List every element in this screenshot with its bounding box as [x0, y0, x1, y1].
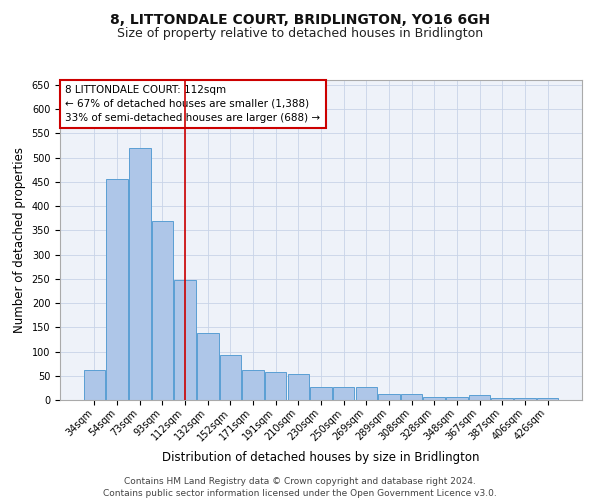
Y-axis label: Number of detached properties: Number of detached properties — [13, 147, 26, 333]
X-axis label: Distribution of detached houses by size in Bridlington: Distribution of detached houses by size … — [162, 451, 480, 464]
Bar — [106, 180, 128, 400]
Bar — [220, 356, 241, 400]
Bar — [356, 388, 377, 400]
Bar — [242, 370, 264, 400]
Bar — [401, 394, 422, 400]
Bar — [84, 370, 105, 400]
Bar — [265, 372, 286, 400]
Text: 8 LITTONDALE COURT: 112sqm
← 67% of detached houses are smaller (1,388)
33% of s: 8 LITTONDALE COURT: 112sqm ← 67% of deta… — [65, 85, 320, 123]
Bar — [152, 220, 173, 400]
Bar — [310, 388, 332, 400]
Bar — [129, 148, 151, 400]
Bar — [378, 394, 400, 400]
Text: Contains HM Land Registry data © Crown copyright and database right 2024.
Contai: Contains HM Land Registry data © Crown c… — [103, 476, 497, 498]
Bar — [514, 398, 536, 400]
Bar — [287, 374, 309, 400]
Bar — [446, 396, 467, 400]
Text: Size of property relative to detached houses in Bridlington: Size of property relative to detached ho… — [117, 28, 483, 40]
Bar — [424, 396, 445, 400]
Bar — [175, 280, 196, 400]
Bar — [469, 395, 490, 400]
Bar — [197, 333, 218, 400]
Text: 8, LITTONDALE COURT, BRIDLINGTON, YO16 6GH: 8, LITTONDALE COURT, BRIDLINGTON, YO16 6… — [110, 12, 490, 26]
Bar — [491, 398, 513, 400]
Bar — [333, 388, 355, 400]
Bar — [537, 398, 558, 400]
